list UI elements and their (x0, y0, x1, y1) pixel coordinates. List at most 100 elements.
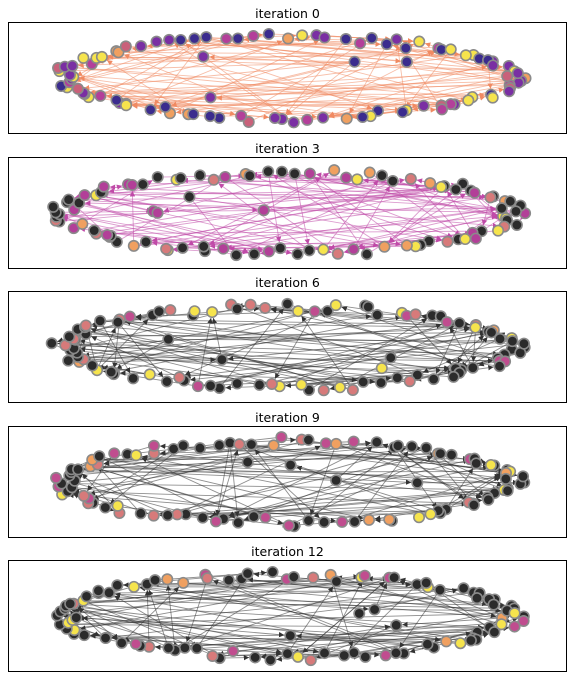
node (159, 100, 172, 113)
edge (79, 346, 454, 378)
edge (76, 474, 168, 516)
node (126, 179, 139, 192)
node (413, 511, 426, 524)
edge (111, 315, 401, 373)
node (444, 43, 457, 56)
node (517, 337, 530, 350)
node (248, 247, 261, 260)
node (99, 632, 112, 645)
node (486, 91, 499, 104)
node (348, 515, 361, 528)
edge (70, 64, 473, 98)
edge (101, 191, 485, 200)
node (503, 85, 516, 98)
node (484, 191, 497, 204)
edge (406, 315, 452, 365)
edge (174, 626, 490, 650)
node (227, 645, 240, 658)
edge (270, 307, 506, 362)
node (275, 165, 288, 178)
node (244, 298, 257, 311)
node (330, 437, 343, 450)
node (191, 380, 204, 393)
node (375, 169, 388, 182)
edge (89, 444, 274, 496)
edge (437, 453, 485, 497)
edge (75, 445, 399, 478)
edge (446, 191, 473, 234)
node (378, 240, 391, 253)
node (466, 361, 479, 374)
node (391, 371, 404, 384)
edge (78, 578, 287, 621)
node (363, 513, 376, 526)
edge (68, 199, 264, 252)
node (317, 384, 330, 397)
node (441, 316, 454, 329)
node (134, 507, 147, 520)
edge (414, 182, 466, 240)
node (160, 242, 173, 255)
edge (69, 329, 486, 338)
node (346, 384, 359, 397)
node (318, 647, 331, 660)
node (197, 50, 210, 63)
node (433, 584, 446, 597)
node (340, 171, 353, 184)
node (508, 607, 521, 620)
node (162, 641, 175, 654)
node (188, 305, 201, 318)
edge (105, 637, 380, 658)
edge (395, 45, 407, 111)
node (101, 228, 114, 241)
node (508, 620, 521, 633)
edge (117, 321, 164, 378)
edge (227, 331, 489, 362)
node (178, 641, 191, 654)
network-panel-3 (50, 431, 531, 533)
node (134, 40, 147, 53)
edge (125, 318, 460, 374)
edge (72, 201, 281, 249)
node (375, 362, 388, 375)
edge (179, 576, 295, 648)
network-panel-0 (52, 27, 532, 129)
node (249, 651, 262, 664)
node (511, 67, 524, 80)
edge (153, 36, 207, 106)
node (215, 353, 228, 366)
edge (209, 54, 515, 72)
node (517, 470, 530, 483)
edge (129, 191, 136, 246)
edge (68, 199, 249, 254)
edge (55, 211, 292, 255)
edge (190, 343, 525, 382)
node (318, 31, 331, 44)
node (411, 368, 424, 381)
edge (88, 440, 303, 499)
edge (314, 176, 408, 246)
edge (224, 176, 334, 251)
node (417, 99, 430, 112)
edge (86, 595, 506, 609)
node (459, 233, 472, 246)
node (231, 302, 244, 315)
node (351, 173, 364, 186)
node (388, 571, 401, 584)
node (308, 305, 321, 318)
node (339, 32, 352, 45)
node (363, 166, 376, 179)
edge (209, 175, 383, 245)
edge (71, 486, 337, 524)
node (265, 377, 278, 390)
node (295, 378, 308, 391)
node (196, 511, 209, 524)
node (510, 218, 523, 231)
node (470, 457, 483, 470)
node (284, 629, 297, 642)
node (245, 438, 258, 451)
node (139, 235, 152, 248)
edge (388, 185, 445, 243)
node (94, 314, 107, 327)
edge (286, 61, 355, 116)
